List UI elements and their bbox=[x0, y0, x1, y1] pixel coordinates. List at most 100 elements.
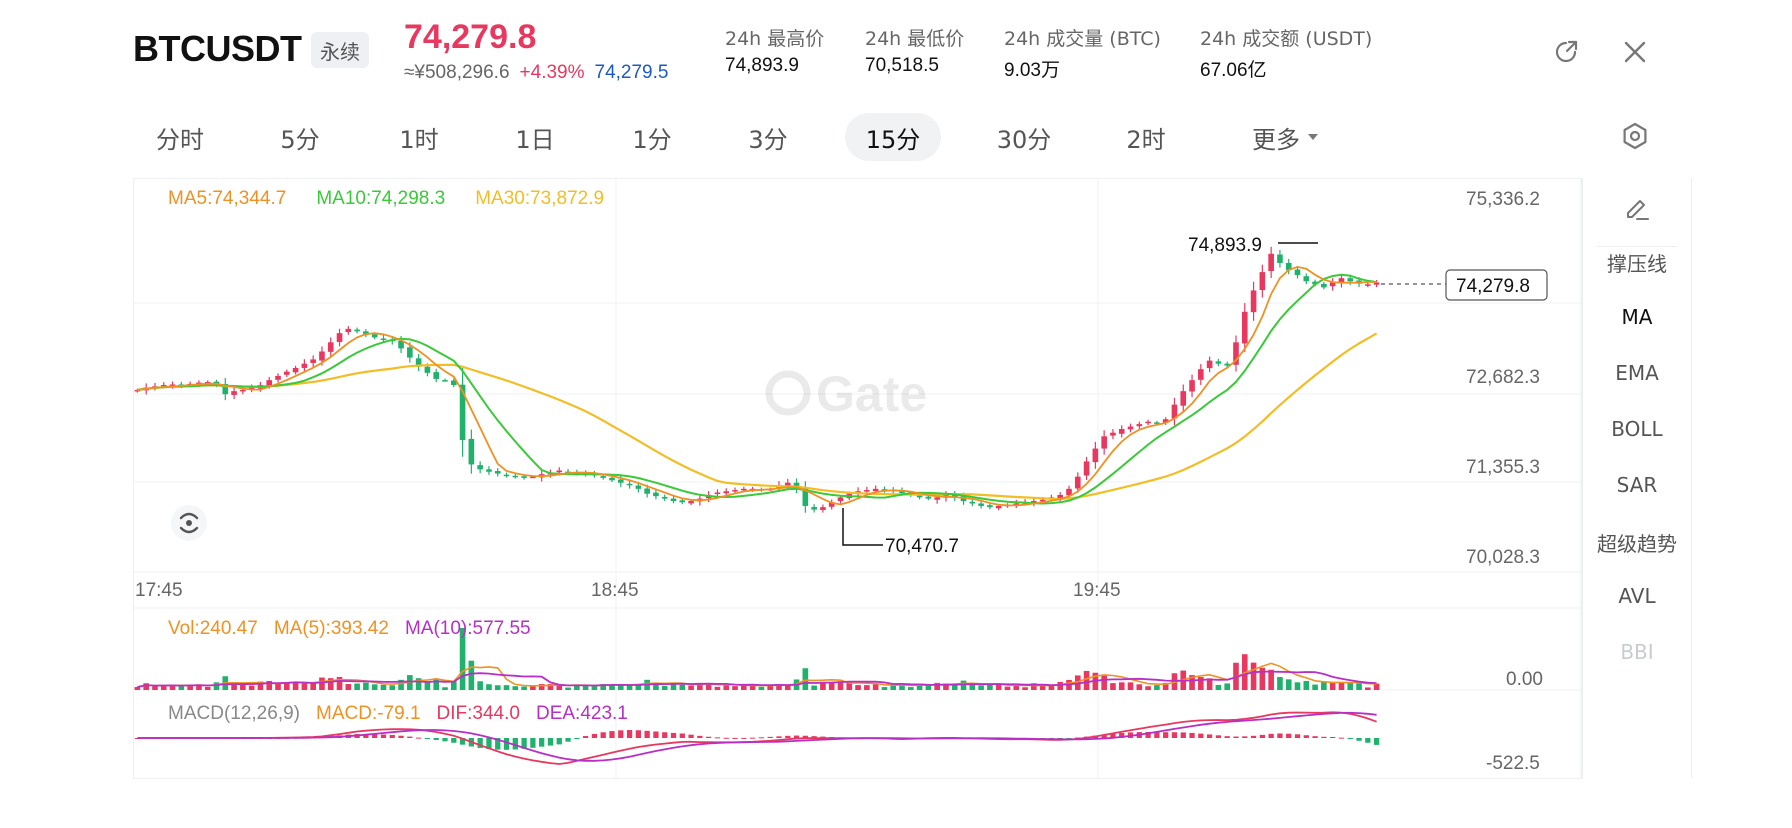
open-external-button[interactable] bbox=[1546, 32, 1586, 72]
volume-bar bbox=[310, 682, 316, 690]
legend-vol: Vol:240.47 bbox=[168, 618, 258, 639]
candle-body bbox=[354, 329, 360, 332]
caret-down-icon bbox=[1308, 134, 1318, 140]
macd-histogram-bar bbox=[1242, 736, 1248, 738]
open-external-icon bbox=[1555, 40, 1578, 63]
volume-bar bbox=[1215, 684, 1222, 690]
volume-bar bbox=[477, 681, 483, 690]
tab-interval-3m[interactable]: 3分 bbox=[748, 125, 788, 154]
macd-histogram-bar bbox=[1110, 733, 1116, 738]
macd-histogram-bar bbox=[486, 738, 492, 749]
volume-bar bbox=[916, 683, 923, 690]
macd-histogram-bar bbox=[477, 738, 483, 748]
volume-bar bbox=[1154, 685, 1160, 690]
legend-ma5: MA5:74,344.7 bbox=[168, 188, 287, 209]
volume-bar bbox=[1285, 679, 1292, 690]
volume-bar bbox=[679, 684, 686, 690]
volume-bar bbox=[626, 684, 633, 690]
macd-histogram-bar bbox=[1268, 733, 1274, 738]
macd-histogram-bar bbox=[424, 738, 431, 739]
volume-bar bbox=[995, 684, 1002, 690]
volume-bar bbox=[705, 683, 712, 690]
volume-bar bbox=[741, 684, 747, 690]
indicator-avl[interactable]: AVL bbox=[1618, 584, 1656, 608]
candle-body bbox=[1277, 254, 1283, 263]
macd-histogram-bar bbox=[547, 738, 554, 746]
volume-bar bbox=[240, 684, 246, 690]
volume-bar bbox=[1373, 683, 1380, 690]
volume-bar bbox=[1048, 685, 1055, 690]
tab-interval-1d[interactable]: 1日 bbox=[515, 125, 555, 154]
stat-low-label: 24h 最低价 bbox=[865, 28, 965, 50]
tab-interval-1h[interactable]: 1时 bbox=[399, 125, 439, 154]
kline-chart[interactable]: Gate 74,893.9 70,470.7 74,279.8 MA5:74,3… bbox=[133, 178, 1691, 780]
volume-bar bbox=[776, 684, 782, 690]
volume-bar bbox=[187, 684, 193, 690]
ma30-line bbox=[137, 332, 1378, 501]
macd-histogram-bar bbox=[1365, 738, 1371, 743]
volume-bar bbox=[1013, 685, 1020, 690]
macd-histogram-bar bbox=[811, 736, 817, 738]
candle-body bbox=[934, 497, 940, 500]
hexagon-settings-icon bbox=[1623, 122, 1647, 150]
tab-interval-2h[interactable]: 2时 bbox=[1126, 125, 1166, 154]
more-intervals-dropdown[interactable]: 更多 bbox=[1238, 113, 1334, 161]
tab-interval-1m[interactable]: 1分 bbox=[632, 125, 672, 154]
volume-bar bbox=[1294, 682, 1301, 690]
volume-bar bbox=[424, 681, 431, 690]
close-button[interactable] bbox=[1615, 32, 1655, 72]
indicator-boll[interactable]: BOLL bbox=[1611, 417, 1663, 441]
candle-body bbox=[1365, 284, 1371, 286]
macd-histogram-bar bbox=[407, 736, 413, 738]
chart-settings-button[interactable] bbox=[1615, 116, 1655, 156]
tab-interval-15m[interactable]: 15分 bbox=[845, 113, 941, 161]
tab-interval-line[interactable]: 分时 bbox=[156, 125, 204, 154]
volume-bar bbox=[468, 660, 475, 690]
macd-histogram-bar bbox=[556, 738, 562, 745]
volume-bar bbox=[354, 683, 360, 690]
volume-bar bbox=[925, 685, 932, 690]
volume-bar bbox=[336, 676, 343, 690]
candle-body bbox=[1118, 429, 1125, 434]
volume-bar bbox=[503, 685, 510, 690]
volume-bar bbox=[275, 683, 281, 690]
kline-chart-canvas[interactable]: Gate 74,893.9 70,470.7 74,279.8 bbox=[133, 178, 1691, 780]
volume-bar bbox=[653, 682, 659, 690]
indicator-supertrend[interactable]: 超级趋势 bbox=[1597, 532, 1677, 556]
candle-body bbox=[521, 476, 527, 478]
macd-histogram-bar bbox=[1250, 735, 1257, 738]
macd-histogram-bar bbox=[741, 737, 747, 739]
volume-bar bbox=[1198, 677, 1204, 690]
candle-body bbox=[134, 389, 141, 392]
indicator-support-resistance[interactable]: 撑压线 bbox=[1607, 252, 1667, 276]
volume-bar bbox=[512, 686, 519, 690]
macd-histogram-bar bbox=[679, 733, 685, 738]
volume-bar bbox=[758, 686, 765, 690]
candle-body bbox=[442, 380, 448, 382]
indicator-ema[interactable]: EMA bbox=[1615, 361, 1659, 385]
price-subrow: ≈¥508,296.6 +4.39% 74,279.5 bbox=[404, 62, 678, 84]
tab-interval-5m[interactable]: 5分 bbox=[280, 125, 320, 154]
candle-body bbox=[1215, 361, 1222, 364]
volume-bar bbox=[1277, 677, 1283, 690]
draw-tool-button[interactable] bbox=[1583, 192, 1691, 227]
tab-interval-30m[interactable]: 30分 bbox=[996, 125, 1052, 154]
candle-body bbox=[1162, 419, 1169, 423]
indicator-bbi[interactable]: BBI bbox=[1620, 640, 1654, 664]
candle-body bbox=[1259, 272, 1266, 291]
volume-bar bbox=[266, 680, 273, 690]
volume-bar bbox=[486, 684, 492, 690]
volume-bar bbox=[1206, 678, 1213, 690]
candle-body bbox=[1347, 278, 1354, 282]
indicator-ma[interactable]: MA bbox=[1621, 305, 1653, 329]
volume-bar bbox=[1224, 683, 1231, 690]
chart-mode-toggle-icon[interactable] bbox=[171, 505, 207, 541]
gate-watermark: Gate bbox=[765, 366, 927, 422]
indicator-sar[interactable]: SAR bbox=[1616, 473, 1658, 497]
candle-body bbox=[820, 507, 826, 510]
volume-bar bbox=[538, 684, 545, 690]
legend-ma30: MA30:73,872.9 bbox=[475, 188, 605, 209]
macd-histogram-bar bbox=[1347, 738, 1353, 740]
volume-bar bbox=[978, 685, 984, 690]
symbol-title[interactable]: BTCUSDT bbox=[133, 28, 302, 69]
